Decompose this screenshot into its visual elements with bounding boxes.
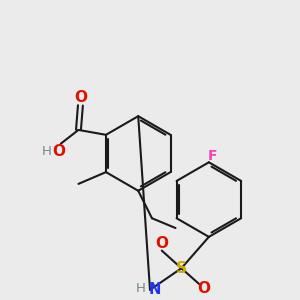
Text: S: S xyxy=(176,261,187,276)
Text: H: H xyxy=(135,282,145,296)
Text: N: N xyxy=(149,282,161,297)
Text: F: F xyxy=(208,149,218,164)
Text: H: H xyxy=(42,145,52,158)
Text: O: O xyxy=(74,90,87,105)
Text: O: O xyxy=(197,281,211,296)
Text: O: O xyxy=(155,236,168,251)
Text: O: O xyxy=(52,144,65,159)
